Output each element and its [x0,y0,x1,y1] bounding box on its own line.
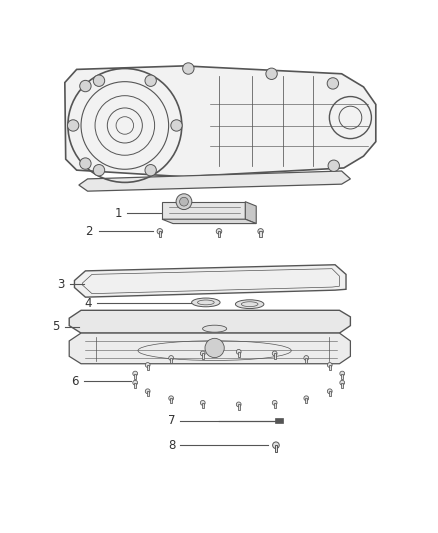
Bar [238,352,240,357]
Bar [134,383,136,388]
Bar [170,398,172,403]
Bar [274,353,276,359]
Circle shape [200,400,205,405]
Circle shape [171,120,182,131]
Circle shape [304,396,309,401]
Bar [147,391,148,397]
Circle shape [272,351,277,356]
Circle shape [67,120,79,131]
Bar [134,374,136,378]
Bar [305,358,307,363]
Circle shape [180,197,188,206]
Circle shape [237,350,241,354]
Polygon shape [245,201,256,223]
Ellipse shape [235,300,264,309]
Circle shape [304,356,309,360]
Circle shape [80,80,91,92]
Polygon shape [69,310,350,333]
Bar [305,398,307,403]
Polygon shape [162,219,256,223]
Polygon shape [162,201,245,219]
Bar [341,383,343,388]
Circle shape [145,165,156,176]
Bar [274,403,276,408]
Polygon shape [74,265,346,297]
Circle shape [93,165,105,176]
Ellipse shape [191,298,220,307]
Ellipse shape [202,325,227,332]
Circle shape [216,229,222,234]
Circle shape [145,75,156,86]
Bar [202,353,204,359]
Circle shape [237,402,241,407]
Circle shape [80,158,91,169]
Bar [341,374,343,378]
Circle shape [327,78,339,89]
Circle shape [340,381,345,385]
Polygon shape [69,333,350,364]
Polygon shape [65,66,376,177]
Text: 7: 7 [168,414,175,427]
Circle shape [169,356,173,360]
Circle shape [169,396,173,401]
Text: 5: 5 [52,320,60,334]
Bar [202,403,204,408]
Circle shape [205,338,224,358]
Circle shape [272,442,279,449]
Polygon shape [79,171,350,191]
Circle shape [340,371,345,376]
Text: 4: 4 [85,297,92,310]
Text: 1: 1 [114,207,122,220]
Circle shape [145,362,150,367]
Circle shape [145,389,150,394]
Text: 2: 2 [85,225,93,238]
Circle shape [272,400,277,405]
Bar [329,391,331,397]
Circle shape [133,371,138,376]
Circle shape [327,362,332,367]
Bar [159,231,161,237]
Circle shape [93,75,105,86]
Circle shape [133,381,138,385]
Bar [275,418,283,423]
Bar [275,445,277,453]
Circle shape [327,389,332,394]
Bar [238,405,240,409]
Text: 8: 8 [168,439,175,451]
Bar [170,358,172,363]
Bar [259,231,262,237]
Circle shape [183,63,194,74]
Text: 3: 3 [57,278,65,290]
Circle shape [258,229,263,234]
Circle shape [176,194,192,209]
Bar [147,365,148,370]
Text: 6: 6 [71,375,79,387]
Circle shape [157,229,162,234]
Bar [329,365,331,370]
Circle shape [328,160,339,172]
Circle shape [266,68,277,79]
Circle shape [200,351,205,356]
Bar [218,231,220,237]
